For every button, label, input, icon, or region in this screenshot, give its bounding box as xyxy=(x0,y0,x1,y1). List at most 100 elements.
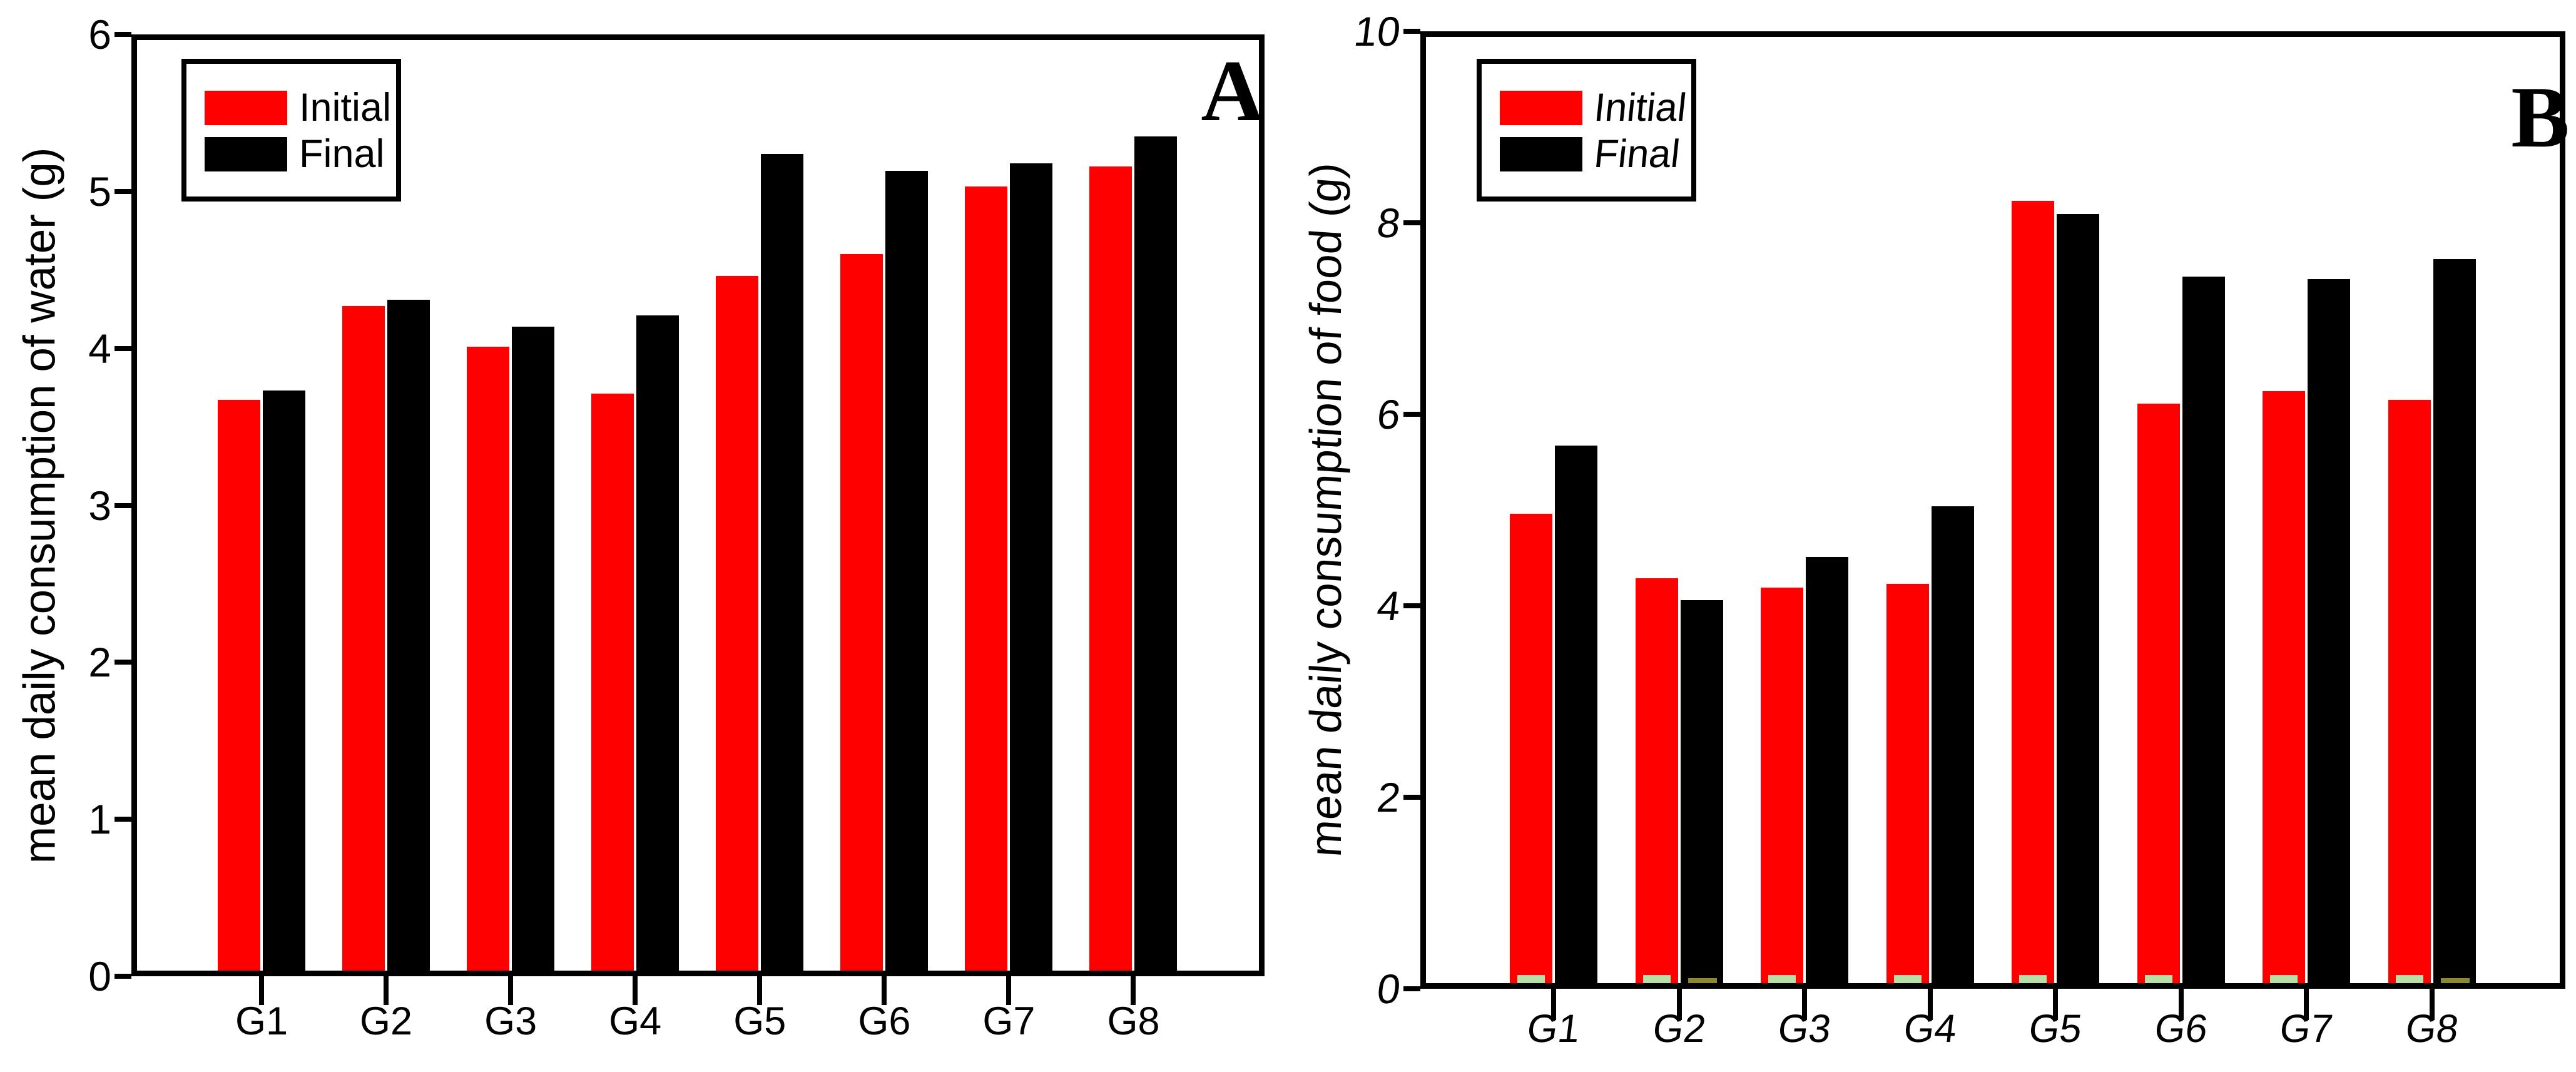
bar-initial-G2 xyxy=(1635,578,1678,989)
legend-b: Initial Final xyxy=(1477,59,1696,202)
green-baseline-sliver-G4 xyxy=(1893,975,1922,983)
x-tick xyxy=(1676,989,1682,1020)
y-tick xyxy=(115,660,131,665)
y-tick-label: 1 xyxy=(88,796,111,843)
bar-initial-G4 xyxy=(1886,583,1929,989)
y-tick-label: 2 xyxy=(88,639,111,686)
y-tick xyxy=(1403,986,1420,991)
olive-baseline-sliver-G2 xyxy=(1688,978,1717,983)
y-tick xyxy=(115,345,131,351)
y-tick-label: 8 xyxy=(1374,200,1403,246)
x-tick xyxy=(2178,989,2184,1020)
x-category-label: G6 xyxy=(2152,1007,2210,1051)
bar-initial-G1 xyxy=(218,400,260,976)
bar-final-G6 xyxy=(2182,276,2225,989)
green-baseline-sliver-G1 xyxy=(1517,975,1545,983)
bar-final-G3 xyxy=(1806,556,1848,989)
y-tick-label: 6 xyxy=(1374,391,1403,437)
bar-final-G8 xyxy=(2433,259,2476,989)
x-category-label: G1 xyxy=(235,999,288,1043)
x-category-label: G2 xyxy=(1650,1007,1708,1051)
x-category-label: G7 xyxy=(2277,1007,2336,1051)
y-tick xyxy=(115,32,131,37)
bar-initial-G6 xyxy=(840,254,883,976)
green-baseline-sliver-G5 xyxy=(2019,975,2047,983)
x-tick xyxy=(2304,989,2309,1020)
bar-final-G7 xyxy=(1010,163,1053,976)
legend-label-initial: Initial xyxy=(1592,86,1689,130)
green-baseline-sliver-G8 xyxy=(2395,975,2423,983)
legend-swatch-initial xyxy=(205,91,287,125)
y-axis-title-food: mean daily consumption of food (g) xyxy=(1290,31,1363,989)
y-tick xyxy=(115,817,131,822)
x-category-label: G5 xyxy=(2026,1007,2085,1051)
bar-initial-G5 xyxy=(716,276,759,976)
bar-final-G7 xyxy=(2308,279,2350,989)
y-tick xyxy=(115,188,131,194)
legend-swatch-final xyxy=(1500,137,1582,171)
x-category-label: G6 xyxy=(858,999,911,1043)
bar-final-G5 xyxy=(2057,214,2099,989)
y-tick-label: 0 xyxy=(88,953,111,999)
x-tick xyxy=(508,976,514,1005)
green-baseline-sliver-G7 xyxy=(2270,975,2298,983)
y-tick xyxy=(1403,220,1420,225)
plot-area-a xyxy=(131,34,1265,976)
x-category-label: G4 xyxy=(609,999,662,1043)
y-tick-label: 5 xyxy=(88,168,111,215)
x-category-label: G2 xyxy=(360,999,413,1043)
bar-final-G2 xyxy=(1680,600,1723,989)
legend-swatch-initial xyxy=(1500,91,1582,125)
bar-final-G6 xyxy=(885,171,929,976)
bar-initial-G1 xyxy=(1510,514,1552,989)
legend-label-initial: Initial xyxy=(299,86,392,130)
plot-area-b xyxy=(1420,31,2565,989)
bar-initial-G4 xyxy=(591,394,634,976)
x-tick xyxy=(1802,989,1807,1020)
y-tick xyxy=(1403,795,1420,800)
x-tick xyxy=(1927,989,1933,1020)
bar-initial-G8 xyxy=(1089,166,1133,976)
y-tick xyxy=(115,503,131,508)
y-tick-label: 6 xyxy=(88,11,111,58)
green-baseline-sliver-G3 xyxy=(1768,975,1796,983)
y-tick xyxy=(1403,29,1420,34)
bar-initial-G7 xyxy=(2263,391,2305,989)
bar-initial-G2 xyxy=(342,305,385,976)
x-category-label: G5 xyxy=(733,999,787,1043)
x-tick xyxy=(757,976,763,1005)
legend-swatch-final xyxy=(205,137,287,171)
y-axis-title-text-b: mean daily consumption of food (g) xyxy=(1301,161,1352,859)
legend-label-final: Final xyxy=(299,132,385,176)
x-tick xyxy=(1006,976,1012,1005)
x-tick xyxy=(882,976,887,1005)
bar-final-G2 xyxy=(387,299,430,976)
bar-final-G3 xyxy=(512,326,555,976)
y-tick-label: 0 xyxy=(1374,966,1403,1012)
y-tick-label: 4 xyxy=(1374,583,1403,629)
x-tick xyxy=(2429,989,2435,1020)
green-baseline-sliver-G6 xyxy=(2144,975,2172,983)
bar-final-G5 xyxy=(761,153,804,976)
x-category-label: G8 xyxy=(2403,1007,2461,1051)
x-category-label: G7 xyxy=(982,999,1036,1043)
x-tick xyxy=(2053,989,2058,1020)
bar-final-G4 xyxy=(1931,506,1974,989)
bar-initial-G6 xyxy=(2137,404,2180,989)
bar-initial-G7 xyxy=(965,186,1008,976)
bar-final-G8 xyxy=(1134,136,1178,976)
x-tick xyxy=(1131,976,1136,1005)
x-category-label: G8 xyxy=(1107,999,1160,1043)
x-tick xyxy=(259,976,264,1005)
x-category-label: G4 xyxy=(1901,1007,1959,1051)
y-tick-label: 2 xyxy=(1374,774,1403,820)
legend-a: Initial Final xyxy=(181,59,401,202)
x-tick xyxy=(633,976,638,1005)
legend-label-final: Final xyxy=(1592,132,1683,176)
panel-letter-b: B xyxy=(2511,69,2570,166)
y-tick-label: 4 xyxy=(88,325,111,372)
bar-final-G4 xyxy=(636,315,680,976)
bar-initial-G8 xyxy=(2388,400,2431,989)
x-category-label: G3 xyxy=(484,999,537,1043)
